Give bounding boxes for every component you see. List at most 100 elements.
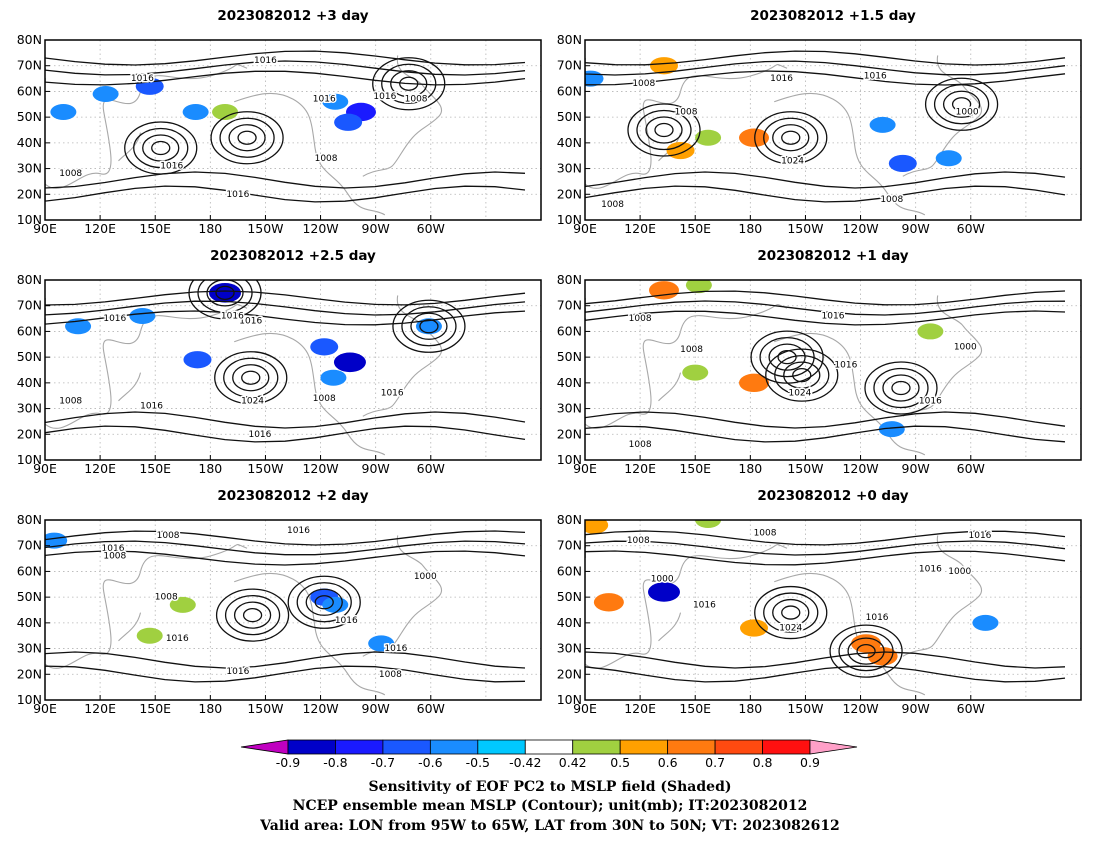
isobar-line — [585, 310, 1066, 326]
isobar-line — [585, 290, 1066, 306]
y-tick-label: 10N — [557, 212, 582, 227]
x-tick-label: 90E — [573, 701, 597, 716]
contour-label: 1008 — [315, 154, 338, 164]
colorbar-segment — [287, 739, 336, 755]
shading-blob — [92, 86, 119, 102]
isobar-contours — [585, 50, 1066, 203]
x-tick-label: 60W — [957, 221, 985, 236]
panel-title: 2023082012 +2 day — [217, 488, 368, 504]
isobar-ring — [232, 364, 270, 392]
plot-background — [45, 520, 541, 700]
colorbar-arrow-right — [809, 739, 858, 755]
contour-label: 1016 — [864, 72, 887, 82]
x-tick-label: 150E — [679, 221, 711, 236]
isobar-ring — [215, 285, 235, 301]
plot-frame — [44, 279, 542, 461]
y-tick-label: 40N — [557, 615, 582, 630]
contour-label: 1016 — [313, 95, 336, 105]
coast-east-america — [902, 295, 983, 417]
gridlines — [45, 520, 541, 700]
shading-blob — [136, 627, 163, 644]
x-tick-label: 60W — [417, 461, 445, 476]
shading-blob — [320, 369, 347, 386]
colorbar-segment — [762, 739, 811, 755]
coast-north-america — [234, 92, 386, 216]
isobar-ring — [223, 357, 279, 398]
isobar-ring — [410, 312, 448, 340]
caption-line-2: NCEP ensemble mean MSLP (Contour); unit(… — [293, 798, 808, 814]
coast-japan — [658, 612, 682, 642]
contour-label: 1008 — [59, 396, 82, 406]
panel-plot-area: 1016 1016 1016 1016 1008 1008 1016 1016 1008 — [45, 40, 541, 220]
isobar-contours — [45, 50, 526, 203]
isobar-ring — [754, 111, 828, 165]
shading-blob — [333, 352, 366, 373]
isobar-ring — [763, 592, 819, 633]
isobar-ring — [856, 643, 876, 659]
isobar-ring — [847, 637, 885, 665]
colorbar-segment — [714, 739, 763, 755]
y-tick-label: 70N — [557, 298, 582, 313]
coast-asia — [585, 64, 788, 189]
isobar-contours — [585, 290, 1066, 443]
x-tick-label: 180 — [198, 461, 222, 476]
y-tick-label: 10N — [17, 692, 42, 707]
x-tick-label: 90W — [902, 221, 930, 236]
colorbar-label: -0.9 — [276, 755, 300, 770]
shading-blob — [935, 150, 962, 167]
colorbar-label: -0.7 — [371, 755, 395, 770]
y-tick-label: 20N — [17, 426, 42, 441]
gridlines — [585, 40, 1081, 220]
isobar-ring — [142, 134, 180, 162]
y-tick-label: 80N — [557, 272, 582, 287]
y-tick-label: 20N — [17, 186, 42, 201]
colorbar-label: 0.6 — [658, 755, 678, 770]
x-tick-label: 150W — [247, 221, 283, 236]
contour-label: 1016 — [335, 616, 358, 626]
x-tick-label: 150E — [139, 701, 171, 716]
isobar-line — [45, 185, 526, 203]
contour-label: 1008 — [629, 314, 652, 324]
shading-blob — [183, 351, 212, 369]
y-tick-label: 60N — [17, 323, 42, 338]
isobar-line — [45, 310, 526, 326]
isobar-contours — [45, 280, 526, 443]
contour-label: 1008 — [405, 95, 428, 105]
contour-label: 1024 — [781, 156, 804, 166]
contour-label: 1008 — [313, 394, 336, 404]
shading-blob — [593, 593, 624, 612]
contour-label: 1016 — [103, 314, 126, 324]
isobar-ring — [772, 598, 810, 627]
y-tick-label: 80N — [557, 512, 582, 527]
x-tick-label: 150E — [139, 461, 171, 476]
panel-title: 2023082012 +3 day — [217, 8, 368, 24]
colorbar-label: -0.8 — [323, 755, 347, 770]
coast-asia — [585, 304, 788, 429]
isobar-ring — [214, 351, 288, 405]
shading-blob — [695, 129, 722, 146]
shading-blob — [917, 323, 944, 340]
shading-blob — [888, 154, 917, 173]
contour-label: 1008 — [629, 440, 652, 450]
isobar-line — [585, 171, 1066, 189]
panel-plot-area: 1008 1016 1016 1008 1024 1000 1008 1008 — [585, 40, 1081, 220]
y-tick-label: 60N — [557, 323, 582, 338]
x-tick-label: 150W — [787, 221, 823, 236]
x-tick-label: 60W — [957, 461, 985, 476]
x-tick-label: 150E — [139, 221, 171, 236]
isobar-line — [45, 530, 526, 546]
coast-north-america — [774, 572, 926, 696]
isobar-line — [585, 50, 1066, 66]
shading-blob — [685, 280, 712, 294]
y-tick-label: 80N — [17, 272, 42, 287]
shading-blob — [209, 283, 242, 303]
isobar-line — [585, 300, 1066, 316]
contour-label: 1008 — [155, 593, 178, 603]
isobar-ring — [750, 330, 824, 384]
